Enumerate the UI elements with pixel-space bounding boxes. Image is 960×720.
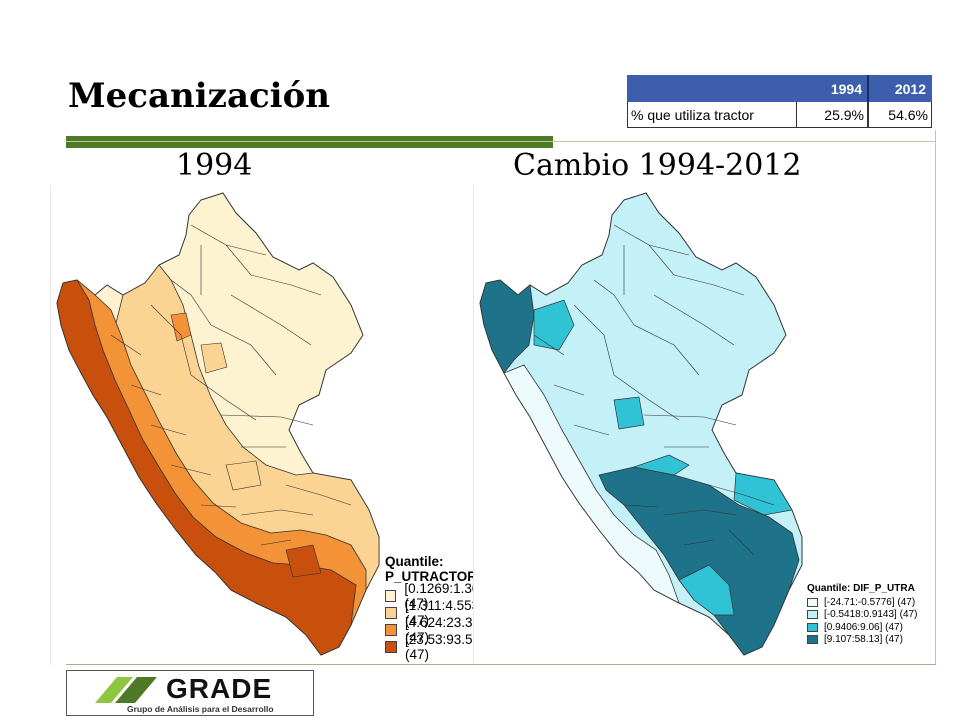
district-boundaries (110, 224, 352, 546)
region-class-4 (479, 279, 535, 374)
region-patch (225, 460, 262, 491)
slide-title: Mecanización (68, 76, 330, 116)
region-patch (170, 312, 192, 342)
title-underline-bar (66, 136, 553, 148)
district-boundaries (533, 224, 775, 556)
map-title-change: Cambio 1994-2012 (513, 148, 802, 183)
region-class-3 (678, 564, 735, 616)
grade-logo: GRADE Grupo de Análisis para el Desarrol… (66, 670, 314, 716)
legend-1994: Quantile: P_UTRACTOR [0.1269:1.305] (47)… (385, 554, 493, 662)
legend-swatch (807, 610, 818, 620)
map-title-1994: 1994 (176, 148, 253, 183)
legend-swatch (385, 606, 398, 619)
legend-label: [-0.5418:0.9143] (47) (824, 609, 918, 621)
legend-title: Quantile: DIF_P_UTRA (807, 583, 915, 594)
grade-logo-mark-icon (95, 677, 157, 703)
legend-label: [4.624:23.36] (47) (404, 614, 484, 645)
table-header-blank (627, 75, 797, 102)
peru-map-1994 (56, 192, 380, 656)
region-class-3 (733, 472, 793, 516)
row-label: % que utiliza tractor (627, 101, 797, 128)
region-class-3 (632, 454, 690, 476)
legend-label: [23.53:93.53] (47) (404, 631, 484, 662)
region-class-4 (598, 466, 800, 656)
table-header-1994: 1994 (796, 75, 869, 102)
region-patch (200, 342, 228, 374)
legend-swatch (807, 597, 818, 607)
legend-label: [1.311:4.553] (47) (405, 597, 483, 628)
region-class-4 (56, 279, 357, 656)
legend-item: [9.107:58.13] (47) (807, 634, 917, 647)
legend-label: [0.1269:1.305] (47) (404, 580, 491, 611)
legend-label: [9.107:58.13] (47) (824, 634, 903, 646)
region-class-1 (503, 364, 680, 604)
legend-label: [0.9406:9.06] (47) (824, 621, 903, 633)
legend-swatch (385, 623, 397, 636)
table-row: % que utiliza tractor 25.9% 54.6% (627, 101, 932, 128)
value-1994: 25.9% (796, 101, 869, 128)
map-change: Quantile: DIF_P_UTRA [-24.71:-0.5776] (4… (473, 185, 934, 665)
legend-item: [4.624:23.36] (47) (385, 615, 493, 645)
legend-item: [23.53:93.53] (47) (385, 632, 493, 662)
value-2012: 54.6% (867, 101, 932, 128)
table-header-2012: 2012 (867, 75, 932, 102)
legend-item: [0.1269:1.305] (47) (385, 581, 493, 611)
legend-label: [-24.71:-0.5776] (47) (824, 596, 916, 608)
legend-change: Quantile: DIF_P_UTRA [-24.71:-0.5776] (4… (807, 583, 917, 646)
logo-wordmark: GRADE (166, 673, 273, 704)
legend-swatch (807, 622, 818, 632)
header-rule (66, 141, 936, 142)
footer-rule (66, 664, 936, 665)
legend-swatch (385, 589, 397, 602)
logo-tagline: Grupo de Análisis para el Desarrollo (127, 704, 274, 714)
legend-swatch (385, 640, 397, 653)
right-border-rule (935, 130, 936, 665)
region-patch (285, 544, 322, 578)
legend-title: Quantile: P_UTRACTOR (385, 554, 478, 584)
peru-map-change (479, 192, 803, 656)
legend-swatch (807, 635, 818, 645)
map-1994: Quantile: P_UTRACTOR [0.1269:1.305] (47)… (50, 185, 491, 665)
legend-item: [1.311:4.553] (47) (385, 598, 493, 628)
stats-table: 1994 2012 % que utiliza tractor 25.9% 54… (627, 75, 932, 128)
legend-item: [-24.71:-0.5776] (47) (807, 596, 917, 609)
legend-item: [-0.5418:0.9143] (47) (807, 609, 917, 622)
region-class-3 (613, 396, 645, 430)
region-class-3 (533, 299, 575, 351)
legend-item: [0.9406:9.06] (47) (807, 621, 917, 634)
